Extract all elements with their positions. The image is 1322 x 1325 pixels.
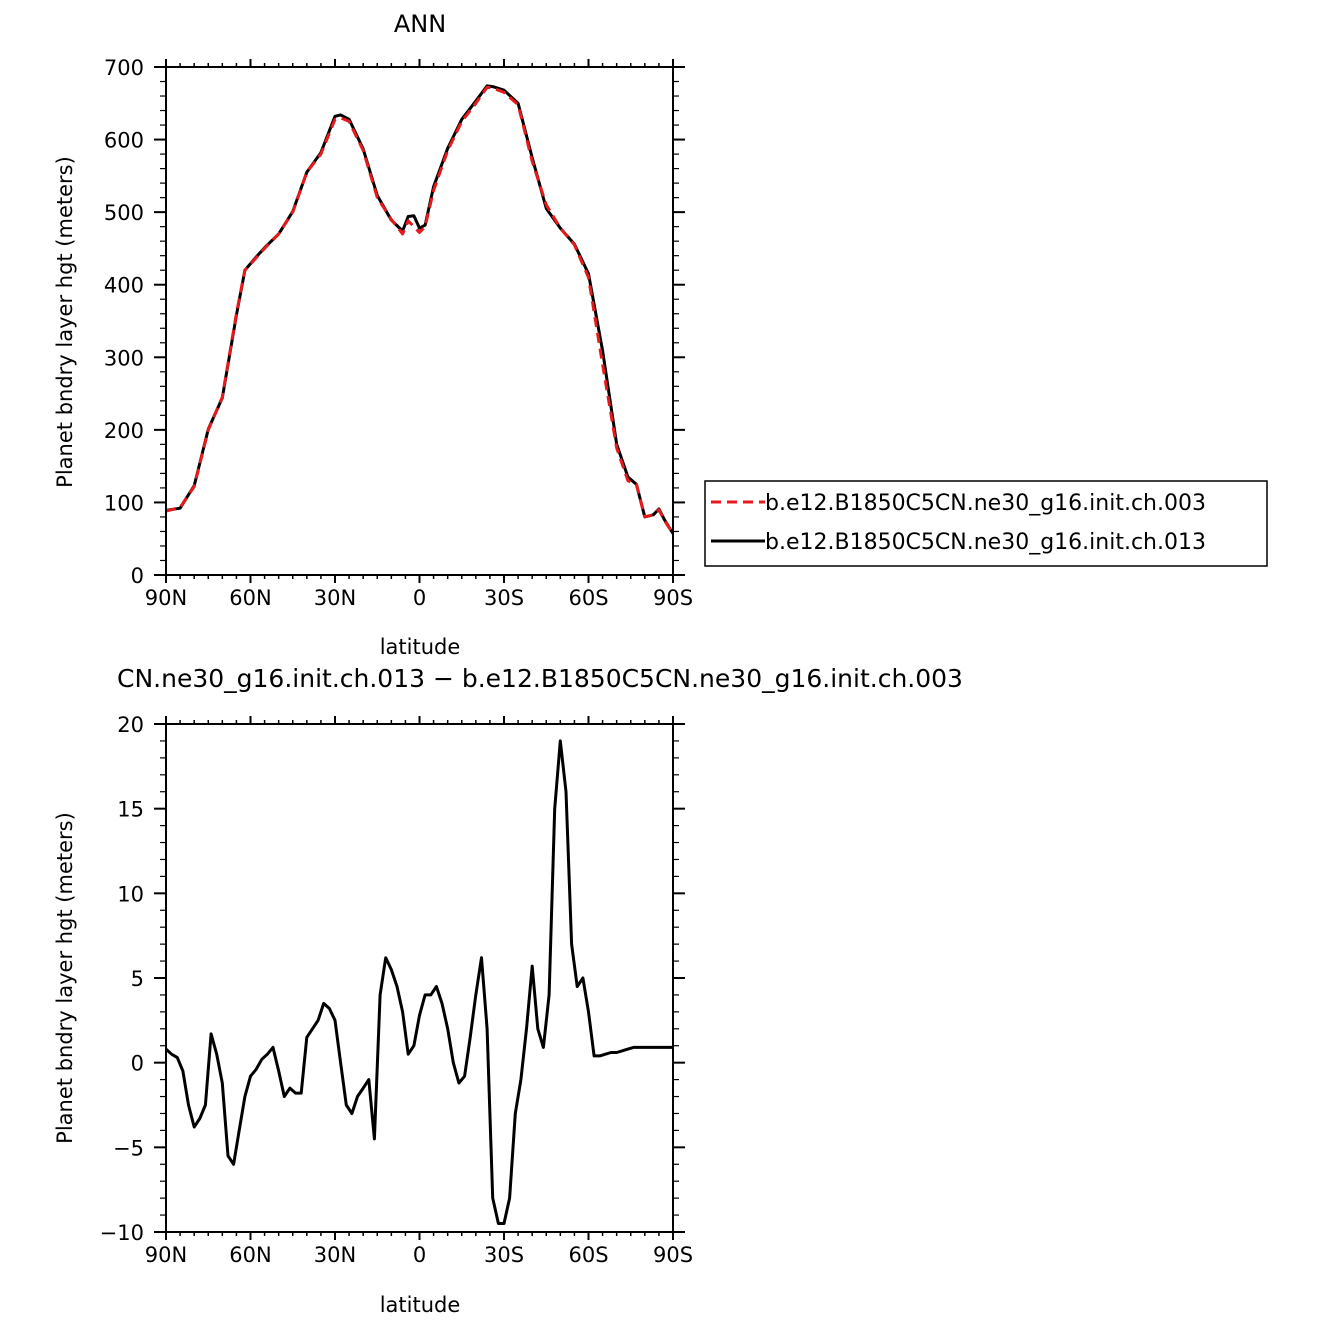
top-panel: ANN latitude Planet bndry layer hgt (met… bbox=[53, 10, 693, 659]
x-tick-label: 90S bbox=[653, 1243, 693, 1267]
x-tick-label: 60N bbox=[229, 1243, 271, 1267]
legend-box bbox=[704, 480, 1268, 567]
legend-label-series-1: b.e12.B1850C5CN.ne30_g16.init.ch.003 bbox=[765, 491, 1206, 516]
y-tick-label: 600 bbox=[104, 129, 144, 153]
y-tick-label: 100 bbox=[104, 491, 144, 515]
x-tick-label: 30N bbox=[314, 1243, 356, 1267]
x-tick-label: 60S bbox=[568, 586, 608, 610]
y-tick-label: 300 bbox=[104, 346, 144, 370]
bottom-panel: CN.ne30_g16.init.ch.013 − b.e12.B1850C5C… bbox=[53, 664, 963, 1317]
x-axis-label-bottom: latitude bbox=[380, 1293, 461, 1317]
y-tick-label: 0 bbox=[131, 1052, 144, 1076]
series-line-2 bbox=[165, 84, 675, 535]
top-panel-frame bbox=[165, 66, 674, 576]
y-tick-label: 15 bbox=[117, 798, 144, 822]
x-tick-label: 30N bbox=[314, 586, 356, 610]
y-axis-label: Planet bndry layer hgt (meters) bbox=[53, 156, 77, 488]
y-tick-label: −5 bbox=[113, 1136, 144, 1160]
y-tick-label: 20 bbox=[117, 713, 144, 737]
x-tick-label: 90N bbox=[145, 586, 187, 610]
bottom-panel-ticks: 90N 60N 30N 0 30S 60S 90S −10 −5 0 5 10 15 20 bbox=[100, 713, 693, 1267]
series-line-1 bbox=[164, 739, 673, 1225]
x-tick-label: 90N bbox=[145, 1243, 187, 1267]
difference-chart-title: CN.ne30_g16.init.ch.013 − b.e12.B1850C5C… bbox=[117, 664, 963, 693]
x-tick-label: 30S bbox=[484, 586, 524, 610]
y-tick-label: 500 bbox=[104, 201, 144, 225]
y-tick-label: 10 bbox=[117, 882, 144, 906]
x-tick-label: 0 bbox=[413, 586, 426, 610]
bottom-panel-series bbox=[164, 739, 673, 1225]
series-line-1 bbox=[165, 85, 675, 535]
legend: b.e12.B1850C5CN.ne30_g16.init.ch.003 b.e… bbox=[704, 480, 1268, 567]
x-tick-label: 30S bbox=[484, 1243, 524, 1267]
y-tick-label: 0 bbox=[131, 564, 144, 588]
y-tick-label: −10 bbox=[100, 1221, 144, 1245]
top-panel-ticks: 90N 60N 30N 0 30S 60S 90S 0 100 200 300 400 500 600 70… bbox=[104, 56, 693, 610]
x-tick-label: 0 bbox=[413, 1243, 426, 1267]
y-tick-label: 200 bbox=[104, 419, 144, 443]
x-tick-label: 60S bbox=[568, 1243, 608, 1267]
y-tick-label: 400 bbox=[104, 274, 144, 298]
chart-title: ANN bbox=[394, 10, 446, 38]
legend-label-series-2: b.e12.B1850C5CN.ne30_g16.init.ch.013 bbox=[765, 530, 1206, 555]
y-tick-label: 700 bbox=[104, 56, 144, 80]
x-tick-label: 90S bbox=[653, 586, 693, 610]
bottom-panel-frame bbox=[165, 723, 674, 1233]
y-axis-label-bottom: Planet bndry layer hgt (meters) bbox=[53, 812, 77, 1144]
top-panel-series bbox=[165, 84, 675, 535]
x-axis-label: latitude bbox=[380, 635, 461, 659]
y-tick-label: 5 bbox=[131, 967, 144, 991]
x-tick-label: 60N bbox=[229, 586, 271, 610]
